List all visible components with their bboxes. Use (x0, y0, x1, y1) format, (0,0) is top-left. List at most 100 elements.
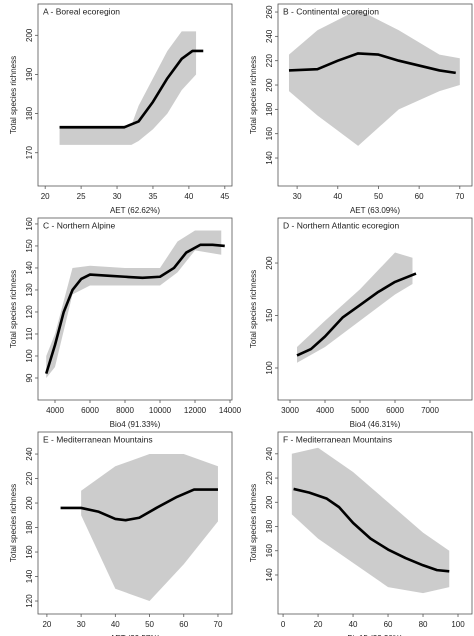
y-tick-label: 100 (265, 361, 274, 375)
y-tick-label: 160 (265, 544, 274, 558)
fit-line (59, 49, 204, 129)
x-tick-label: 25 (77, 192, 86, 201)
chart-title: C - Northern Alpine (43, 220, 116, 230)
x-axis-label: AET (62.62%) (110, 206, 160, 215)
x-tick-label: 60 (384, 620, 393, 629)
plot-frame (277, 3, 473, 187)
plot-frame (37, 431, 233, 615)
y-tick-label: 180 (265, 102, 274, 116)
x-axis-label: Bio15 (23.20%) (347, 634, 402, 636)
y-axis-label: Total species richness (249, 484, 258, 562)
y-tick-label: 170 (25, 146, 34, 160)
x-tick-label: 5000 (351, 406, 369, 415)
point-cloud (291, 447, 450, 594)
x-tick-label: 6000 (386, 406, 404, 415)
x-tick-label: 0 (281, 620, 286, 629)
y-tick-label: 110 (25, 327, 34, 340)
x-tick-label: 40 (349, 620, 358, 629)
x-tick-label: 70 (455, 192, 464, 201)
x-tick-label: 20 (41, 192, 50, 201)
x-tick-label: 45 (220, 192, 229, 201)
y-tick-label: 180 (25, 520, 34, 534)
x-tick-label: 6000 (81, 406, 99, 415)
plot-frame (277, 217, 473, 401)
y-tick-label: 190 (25, 67, 34, 81)
x-tick-label: 8000 (116, 406, 134, 415)
x-tick-label: 40 (184, 192, 193, 201)
y-tick-label: 140 (265, 568, 274, 582)
y-axis-label: Total species richness (249, 56, 258, 134)
x-tick-label: 40 (111, 620, 120, 629)
fit-line (296, 272, 417, 357)
fit-line (60, 488, 218, 522)
y-tick-label: 240 (265, 29, 274, 43)
y-tick-label: 90 (25, 373, 34, 382)
plot-frame (37, 217, 233, 401)
y-axis-label: Total species richness (9, 56, 18, 134)
x-tick-label: 4000 (316, 406, 334, 415)
x-tick-label: 40 (333, 192, 342, 201)
chart-title: E - Mediterranean Mountains (43, 434, 153, 444)
y-tick-label: 200 (25, 28, 34, 42)
y-tick-label: 160 (25, 217, 34, 231)
y-tick-label: 180 (25, 106, 34, 120)
fit-line (288, 52, 456, 75)
x-axis-label: Bio4 (46.31%) (350, 420, 401, 429)
x-tick-label: 80 (419, 620, 428, 629)
chart-title: F - Mediterranean Mountains (283, 434, 392, 444)
y-axis-label: Total species richness (9, 270, 18, 348)
y-tick-label: 200 (265, 256, 274, 270)
plot-frame (37, 3, 233, 187)
chart-title: B - Continental ecoregion (283, 6, 379, 16)
x-tick-label: 30 (293, 192, 302, 201)
point-cloud (288, 9, 460, 146)
y-tick-label: 140 (265, 151, 274, 165)
y-tick-label: 240 (265, 447, 274, 461)
x-axis-label: AET (63.09%) (350, 206, 400, 215)
point-cloud (59, 31, 197, 145)
y-tick-label: 200 (265, 495, 274, 509)
y-tick-label: 160 (25, 545, 34, 559)
fit-line (293, 487, 450, 573)
x-tick-label: 100 (451, 620, 465, 629)
y-tick-label: 140 (25, 261, 34, 275)
x-tick-label: 12000 (184, 406, 207, 415)
x-tick-label: 30 (113, 192, 122, 201)
y-tick-label: 240 (25, 447, 34, 461)
x-tick-label: 10000 (149, 406, 172, 415)
y-tick-label: 120 (25, 305, 34, 319)
x-tick-label: 20 (314, 620, 323, 629)
y-tick-label: 180 (265, 519, 274, 533)
y-tick-label: 150 (265, 308, 274, 322)
plot-frame (277, 431, 473, 615)
x-tick-label: 7000 (421, 406, 439, 415)
y-axis-label: Total species richness (249, 270, 258, 348)
y-tick-label: 160 (265, 126, 274, 140)
point-cloud (46, 230, 222, 378)
x-tick-label: 60 (179, 620, 188, 629)
y-tick-label: 200 (25, 496, 34, 510)
x-tick-label: 50 (145, 620, 154, 629)
y-tick-label: 100 (25, 349, 34, 363)
y-tick-label: 130 (25, 283, 34, 297)
y-tick-label: 150 (25, 239, 34, 253)
x-tick-label: 50 (374, 192, 383, 201)
x-tick-label: 20 (42, 620, 51, 629)
x-tick-label: 14000 (219, 406, 242, 415)
chart-title: D - Northern Atlantic ecoregion (283, 220, 399, 230)
y-tick-label: 220 (265, 471, 274, 485)
y-axis-label: Total species richness (9, 484, 18, 562)
x-tick-label: 60 (415, 192, 424, 201)
y-tick-label: 220 (25, 471, 34, 485)
y-tick-label: 200 (265, 78, 274, 92)
x-tick-label: 3000 (281, 406, 299, 415)
point-cloud (81, 454, 218, 602)
y-tick-label: 220 (265, 53, 274, 67)
x-tick-label: 35 (149, 192, 158, 201)
x-tick-label: 4000 (46, 406, 64, 415)
y-tick-label: 120 (25, 594, 34, 608)
x-axis-label: AET (29.57%) (110, 634, 160, 636)
x-axis-label: Bio4 (91.33%) (110, 420, 161, 429)
fit-line (44, 243, 225, 374)
